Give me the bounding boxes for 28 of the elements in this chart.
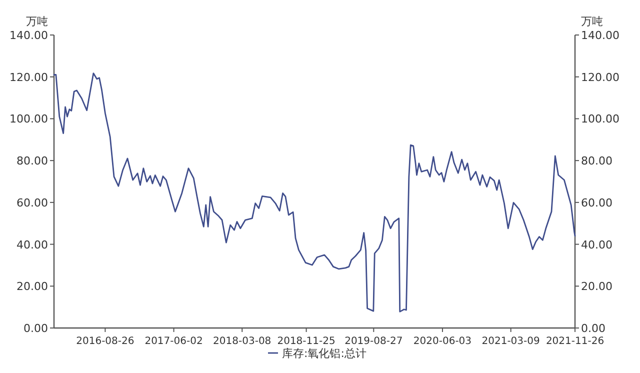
y-tick-label: 40.00 — [16, 238, 48, 252]
y2-tick-label: 40.00 — [581, 238, 612, 252]
x-tick-label: 2020-06-03 — [413, 336, 472, 347]
x-tick-label: 2019-08-27 — [344, 336, 403, 347]
line-series — [53, 72, 576, 312]
y-tick-label: 60.00 — [16, 196, 48, 210]
y2-tick-label: 0.00 — [581, 322, 606, 335]
y-axis-title: 万吨 — [26, 15, 48, 28]
y2-tick-label: 100.00 — [581, 112, 620, 126]
y-tick-label: 120.00 — [10, 70, 48, 84]
legend-label: 库存:氧化铝:总计 — [282, 347, 366, 360]
x-tick-label: 2021-11-26 — [546, 336, 604, 347]
y-tick-label: 140.00 — [10, 29, 48, 42]
y-tick-label: 80.00 — [16, 154, 48, 168]
y2-tick-label: 20.00 — [581, 280, 612, 294]
x-tick-label: 2018-11-25 — [277, 336, 336, 347]
y2-tick-label: 80.00 — [581, 154, 612, 168]
y-tick-label: 0.00 — [24, 322, 48, 335]
x-tick-label: 2021-03-09 — [482, 336, 540, 347]
y2-axis-title: 万吨 — [581, 15, 603, 28]
y2-tick-label: 120.00 — [581, 70, 620, 84]
x-tick-label: 2017-06-02 — [144, 336, 203, 347]
y-tick-label: 20.00 — [16, 280, 48, 294]
x-tick-label: 2018-03-08 — [213, 336, 272, 347]
y-tick-label: 100.00 — [10, 112, 48, 126]
y2-tick-label: 140.00 — [581, 29, 620, 42]
y2-tick-label: 60.00 — [581, 196, 612, 210]
x-tick-label: 2016-08-26 — [76, 336, 134, 347]
